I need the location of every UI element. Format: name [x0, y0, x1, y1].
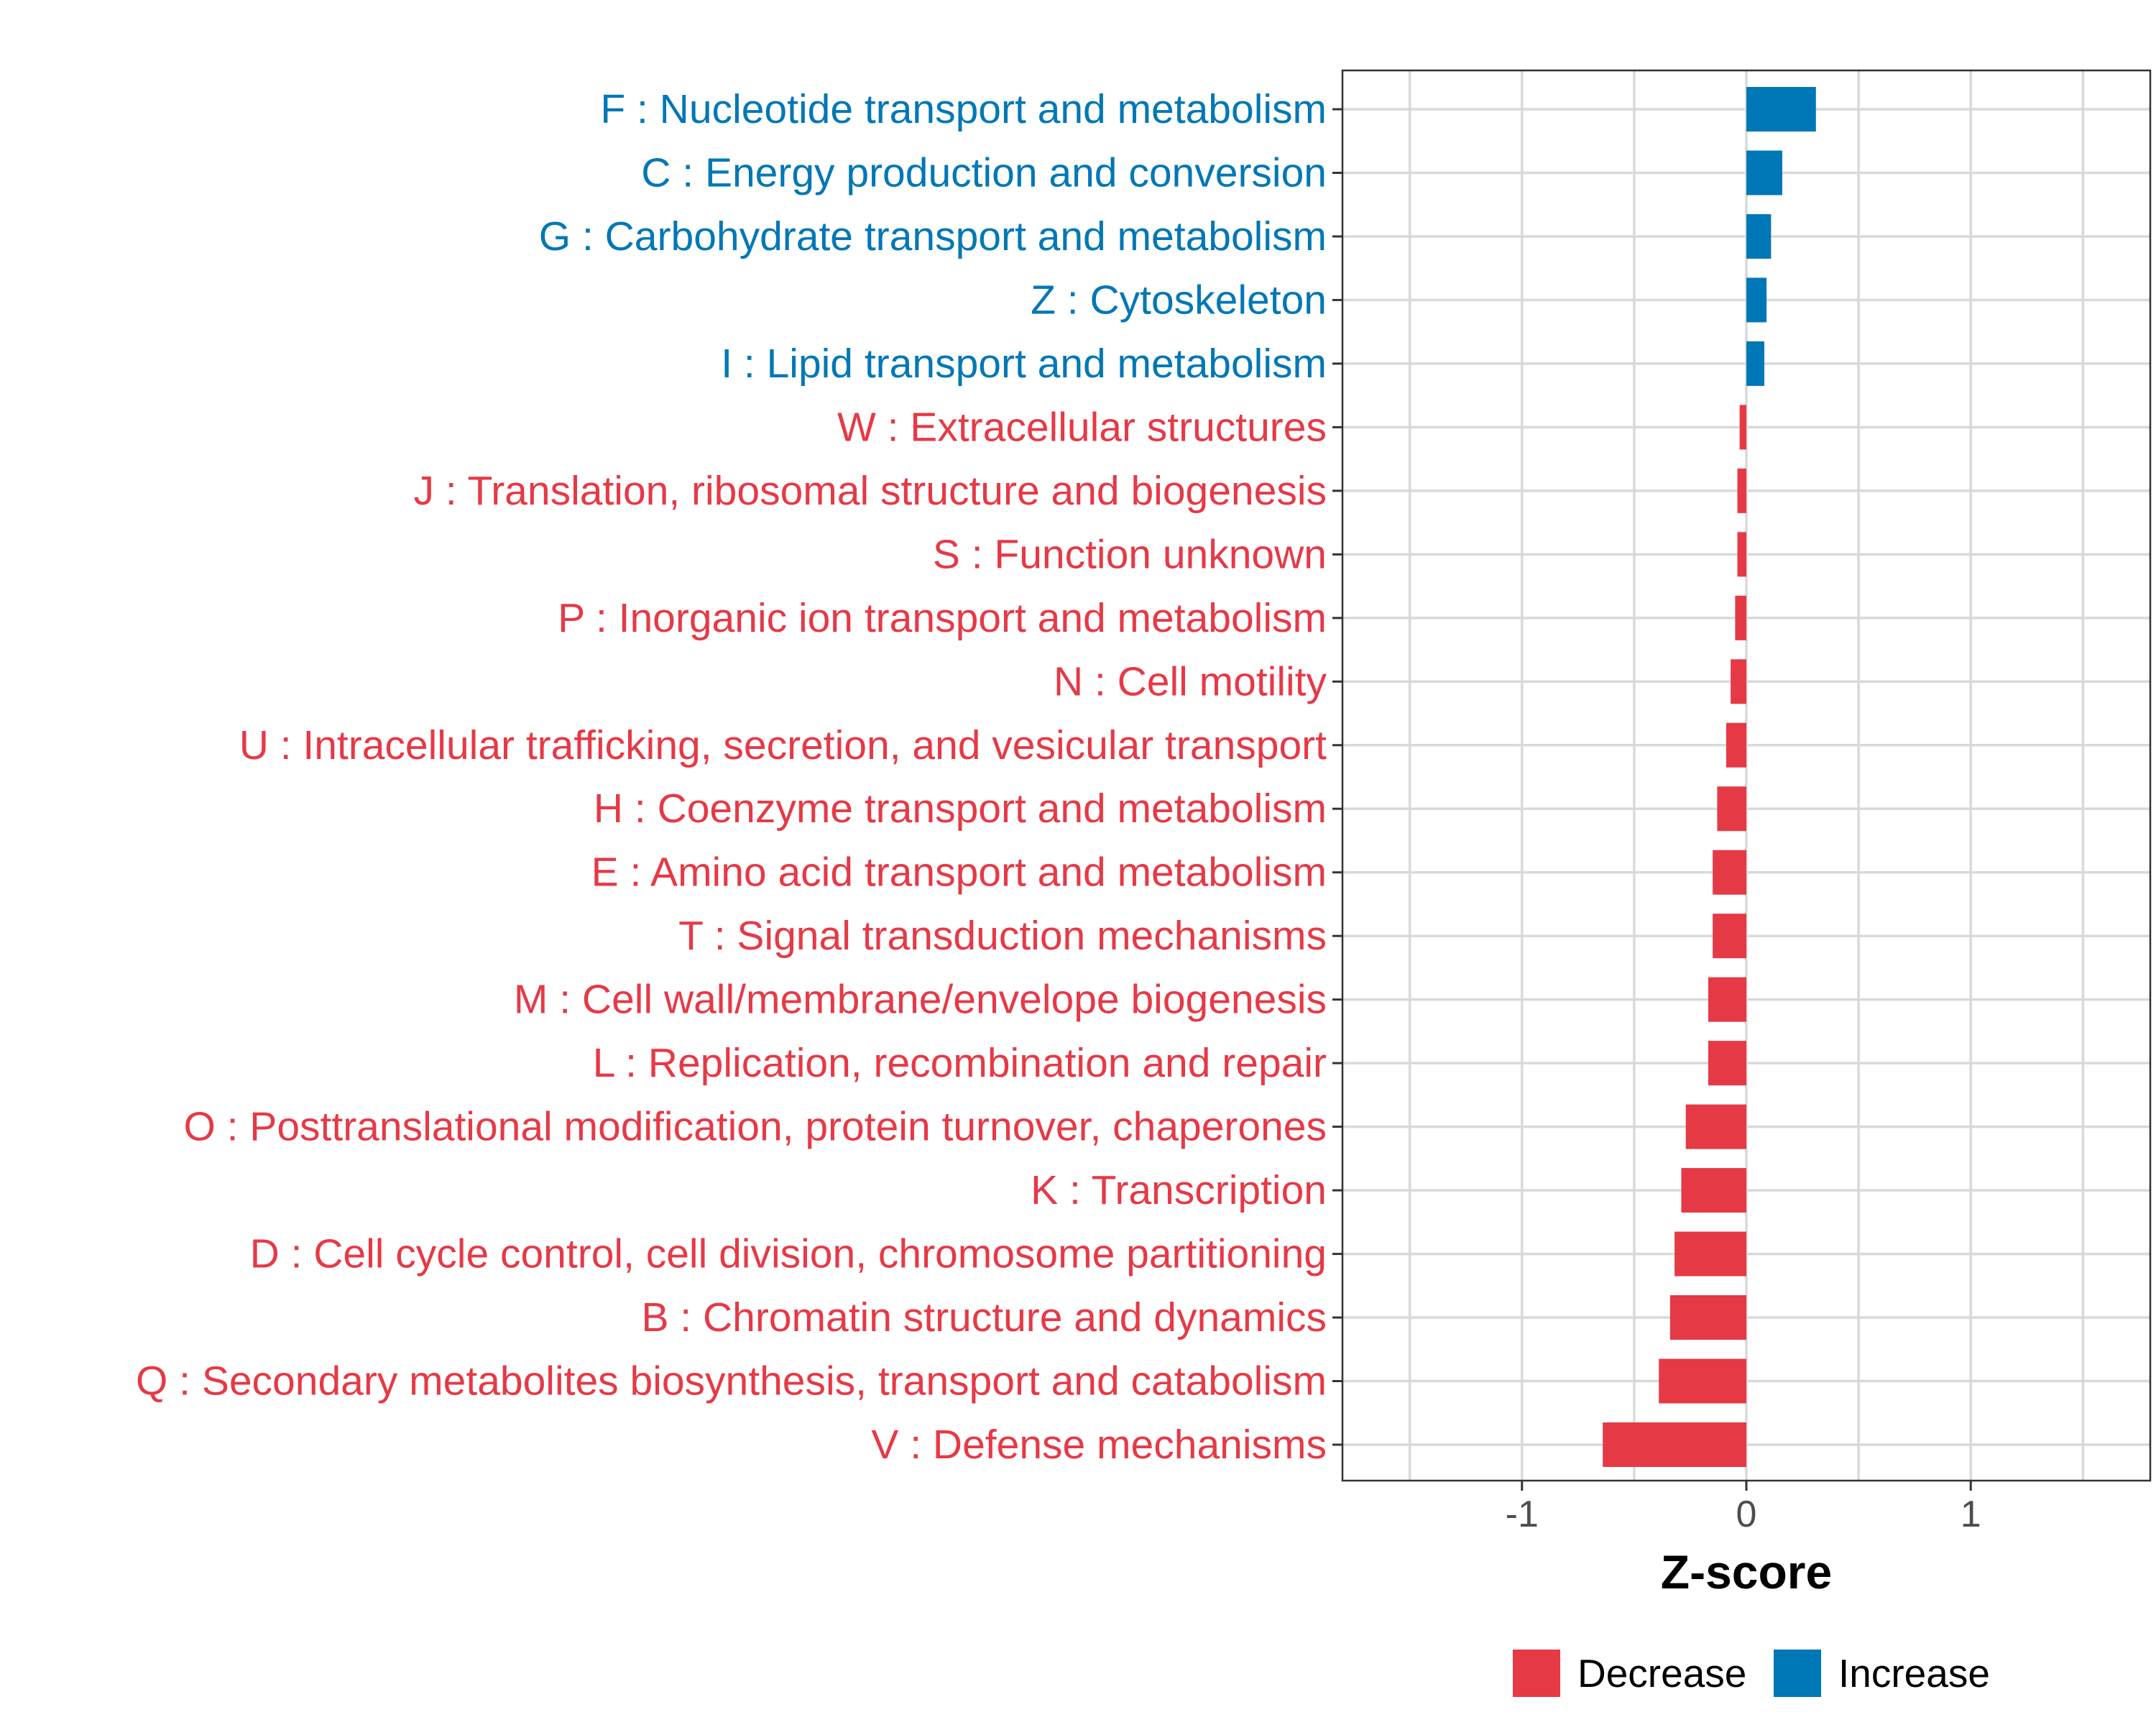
category-label: I : Lipid transport and metabolism: [721, 341, 1327, 387]
x-tick-label: 1: [1961, 1494, 1981, 1535]
category-label: V : Defense mechanisms: [871, 1422, 1327, 1468]
bars: [1603, 87, 1816, 1467]
category-label: S : Function unknown: [933, 531, 1327, 577]
x-axis-ticks: -1 0 1: [1506, 1481, 1981, 1535]
category-label: D : Cell cycle control, cell division, c…: [250, 1231, 1327, 1277]
category-label: E : Amino acid transport and metabolism: [591, 850, 1327, 896]
bar: [1739, 405, 1746, 450]
category-label: L : Replication, recombination and repai…: [593, 1040, 1327, 1086]
category-label: K : Transcription: [1031, 1167, 1327, 1213]
bar: [1726, 722, 1746, 768]
bar: [1669, 1295, 1746, 1340]
bar: [1735, 595, 1746, 640]
category-label: T : Signal transduction mechanisms: [678, 913, 1327, 959]
category-label: Q : Secondary metabolites biosynthesis, …: [136, 1358, 1327, 1404]
y-axis-ticks: [1332, 108, 1342, 1446]
category-label: C : Energy production and conversion: [641, 150, 1327, 196]
bar: [1708, 1041, 1746, 1086]
bar: [1674, 1231, 1746, 1276]
category-labels: F : Nucleotide transport and metabolism C…: [136, 86, 1327, 1468]
legend-key-decrease: [1513, 1650, 1560, 1697]
x-tick-label: -1: [1506, 1494, 1539, 1535]
bar: [1713, 850, 1746, 895]
category-label: H : Coenzyme transport and metabolism: [594, 786, 1327, 832]
bar: [1746, 277, 1767, 323]
bar: [1731, 659, 1746, 704]
category-label: U : Intracellular trafficking, secretion…: [239, 722, 1327, 768]
legend-key-increase: [1774, 1650, 1821, 1697]
x-tick-label: 0: [1736, 1494, 1757, 1535]
category-label: F : Nucleotide transport and metabolism: [600, 86, 1327, 132]
bar: [1746, 150, 1782, 196]
bar: [1737, 468, 1746, 513]
category-label: W : Extracellular structures: [837, 404, 1327, 450]
x-axis-title: Z-score: [1661, 1545, 1832, 1598]
category-label: M : Cell wall/membrane/envelope biogenes…: [514, 977, 1327, 1023]
category-label: P : Inorganic ion transport and metaboli…: [558, 595, 1327, 641]
bar: [1737, 532, 1746, 577]
category-label: Z : Cytoskeleton: [1031, 277, 1327, 323]
category-label: O : Posttranslational modification, prot…: [183, 1104, 1327, 1150]
bar: [1717, 786, 1746, 832]
bar: [1746, 341, 1764, 386]
bar: [1681, 1168, 1746, 1213]
bar: [1746, 87, 1816, 132]
category-label: J : Translation, ribosomal structure and…: [414, 468, 1327, 514]
legend: Decrease Increase: [1513, 1650, 1990, 1697]
bar: [1713, 914, 1746, 959]
bar: [1746, 213, 1772, 259]
bar: [1708, 977, 1746, 1022]
legend-label-increase: Increase: [1838, 1651, 1990, 1696]
bar: [1603, 1422, 1746, 1467]
legend-label-decrease: Decrease: [1577, 1651, 1746, 1696]
category-label: B : Chromatin structure and dynamics: [641, 1294, 1327, 1340]
category-label: G : Carbohydrate transport and metabolis…: [539, 213, 1327, 259]
bar: [1659, 1358, 1746, 1404]
bar: [1685, 1104, 1746, 1149]
category-label: N : Cell motility: [1054, 658, 1327, 704]
